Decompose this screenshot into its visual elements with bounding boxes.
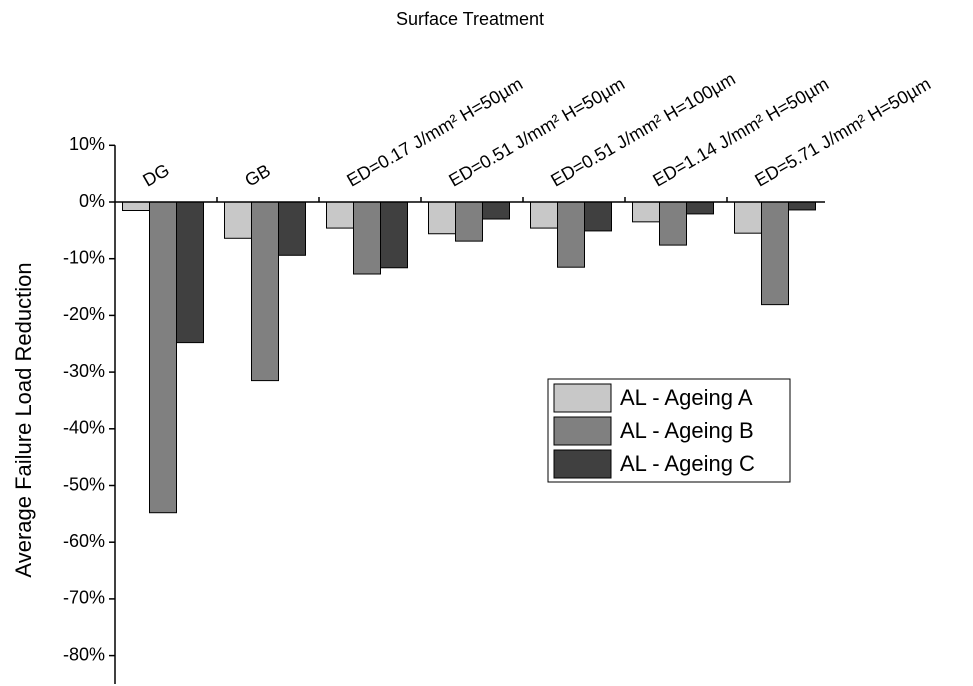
x-tick-label: DG	[139, 160, 172, 191]
bar	[557, 201, 585, 268]
bar	[530, 201, 558, 229]
legend-swatch	[553, 416, 612, 446]
y-tick-label: -80%	[63, 644, 105, 664]
y-tick-label: -40%	[63, 418, 105, 438]
bar	[380, 201, 408, 269]
legend-label: AL - Ageing A	[620, 385, 753, 410]
bar	[761, 201, 789, 306]
bar	[353, 201, 381, 275]
bar	[224, 201, 252, 239]
y-tick-label: -50%	[63, 474, 105, 494]
y-tick-label: 10%	[69, 134, 105, 154]
bar	[455, 201, 483, 242]
x-tick-label: ED=0.51 J/mm² H=50µm	[445, 74, 628, 191]
bar	[428, 201, 456, 235]
bar	[482, 201, 510, 220]
y-tick-label: -20%	[63, 304, 105, 324]
x-tick-label: ED=0.51 J/mm² H=100µm	[547, 69, 738, 191]
legend-label: AL - Ageing C	[620, 451, 755, 476]
y-tick-label: 0%	[79, 191, 105, 211]
bar	[251, 201, 279, 382]
x-tick-label: ED=1.14 J/mm² H=50µm	[649, 74, 832, 191]
legend-label: AL - Ageing B	[620, 418, 754, 443]
bar	[659, 201, 687, 246]
chart-title: Surface Treatment	[396, 9, 544, 29]
bar	[149, 201, 177, 514]
bar	[176, 201, 204, 344]
y-tick-label: -10%	[63, 247, 105, 267]
bar	[788, 201, 816, 211]
bar	[122, 201, 150, 212]
legend-swatch	[553, 449, 612, 479]
x-tick-label: ED=5.71 J/mm² H=50µm	[751, 74, 934, 191]
bar	[278, 201, 306, 256]
x-tick-label: GB	[241, 160, 274, 190]
legend-swatch	[553, 383, 612, 413]
bar	[326, 201, 354, 229]
x-tick-label: ED=0.17 J/mm² H=50µm	[343, 74, 526, 191]
y-tick-label: -70%	[63, 588, 105, 608]
y-tick-label: -30%	[63, 361, 105, 381]
bar	[632, 201, 660, 223]
bar	[734, 201, 762, 234]
bar	[584, 201, 612, 232]
bar	[686, 201, 714, 215]
y-axis-label: Average Failure Load Reduction	[11, 262, 36, 577]
y-tick-label: -60%	[63, 531, 105, 551]
